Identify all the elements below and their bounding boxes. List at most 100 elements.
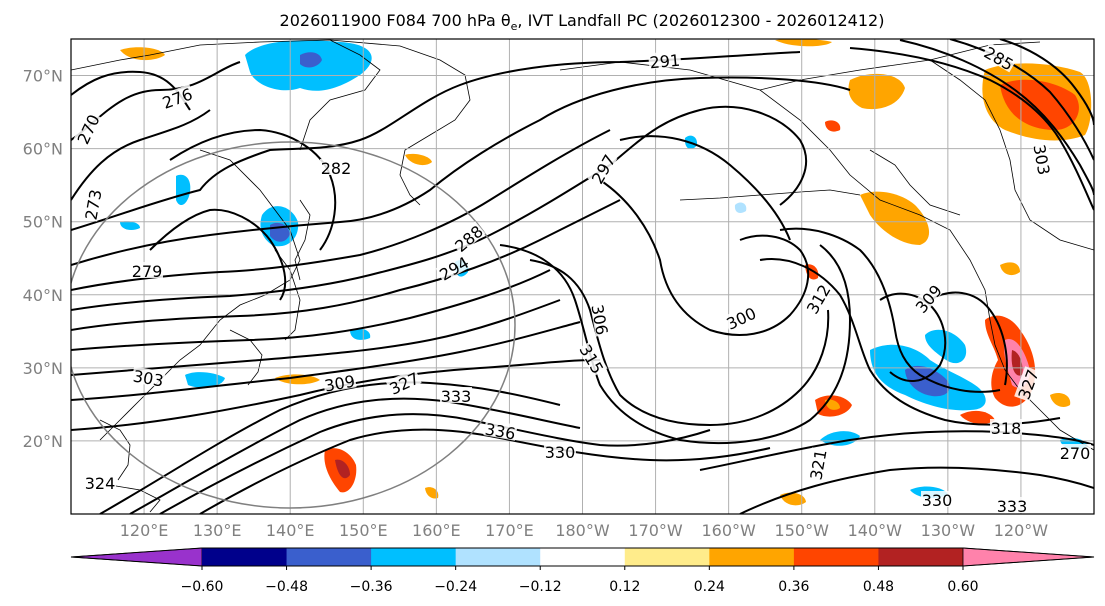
contour-label: 282: [321, 159, 352, 178]
theta-e-contour: [149, 208, 287, 301]
colorbar-tick-label: −0.24: [434, 579, 477, 595]
colorbar-tick-label: −0.48: [265, 579, 308, 595]
lat-tick-label: 50°N: [23, 213, 63, 232]
colorbar-segment: [624, 548, 710, 566]
theta-e-contour: [71, 299, 561, 376]
colorbar-tick-label: 0.36: [778, 579, 809, 595]
colorbar-segment: [286, 548, 372, 566]
anomaly-region: [775, 39, 832, 47]
theta-e-contour: [879, 292, 947, 383]
theta-e-contour: [71, 129, 611, 291]
anomaly-region: [825, 120, 841, 132]
theta-e-contour: [899, 39, 1094, 196]
colorbar-segment: [878, 548, 964, 566]
anomaly-region: [1050, 393, 1071, 407]
theta-e-contour: [99, 381, 561, 514]
theta-e-contour: [71, 76, 851, 266]
colorbar-segment: [709, 548, 795, 566]
lon-tick-label: 140°W: [848, 521, 903, 540]
theta-e-contour: [159, 413, 711, 514]
colorbar-tick-label: −0.60: [181, 579, 224, 595]
colorbar-extend-high: [962, 547, 1095, 567]
theta-e-contour: [71, 199, 621, 331]
colorbar-tick-label: 0.60: [947, 579, 978, 595]
contour-label: 333: [441, 387, 472, 406]
contour-label: 330: [922, 491, 953, 510]
anomaly-region: [405, 153, 432, 166]
lon-tick-label: 140°E: [266, 521, 315, 540]
lon-tick-label: 160°W: [701, 521, 756, 540]
contour-label: 270: [1060, 444, 1091, 463]
anomaly-region: [1011, 350, 1023, 376]
colorbar-tick-label: −0.36: [350, 579, 393, 595]
contour-label: 333: [997, 497, 1028, 516]
lon-tick-label: 120°W: [994, 521, 1049, 540]
anomaly-region: [425, 487, 439, 499]
lat-tick-label: 60°N: [23, 140, 63, 159]
anomaly-region: [848, 73, 905, 110]
theta-e-contour: [169, 128, 337, 251]
contour-label: 279: [132, 262, 163, 281]
contour-label: 291: [649, 51, 681, 73]
map-panel: 2762702732792822852882912942973003033063…: [70, 38, 1095, 516]
anomaly-region: [350, 328, 371, 340]
theta-e-contour: [71, 105, 808, 311]
lon-tick-label: 150°W: [775, 521, 830, 540]
theta-e-contour: [699, 430, 1094, 471]
lon-tick-label: 120°E: [120, 521, 169, 540]
theta-e-contour: [759, 258, 1061, 426]
theta-e-contour: [599, 179, 810, 336]
theta-e-contour: [929, 291, 1008, 386]
lat-tick-label: 30°N: [23, 359, 63, 378]
anomaly-region: [120, 221, 140, 230]
lon-tick-label: 130°W: [921, 521, 976, 540]
anomaly-region: [120, 47, 165, 61]
theta-e-contour: [71, 51, 801, 231]
colorbar-extend-low: [70, 547, 203, 567]
colorbar-tick-label: 0.24: [694, 579, 725, 595]
theta-e-contour: [499, 244, 852, 445]
lon-tick-label: 180°W: [555, 521, 610, 540]
colorbar-segment: [793, 548, 879, 566]
landfall-range-circle: [71, 141, 516, 509]
lon-tick-label: 130°E: [193, 521, 242, 540]
theta-e-contour: [849, 47, 1094, 211]
theta-e-contour: [129, 397, 581, 514]
anomaly-region: [176, 174, 191, 206]
anomaly-region: [275, 374, 320, 385]
lon-tick-label: 160°E: [412, 521, 461, 540]
theta-e-contour: [949, 39, 1094, 161]
latitude-tick-labels: 20°N 30°N 40°N 50°N 60°N 70°N: [23, 67, 63, 451]
theta-e-contour: [71, 109, 211, 201]
lon-tick-label: 170°E: [485, 521, 534, 540]
theta-e-contours: [71, 39, 1094, 514]
map-frame: [70, 38, 1095, 515]
theta-e-contour: [739, 466, 1094, 514]
lat-tick-label: 20°N: [23, 432, 63, 451]
colorbar-segment: [202, 548, 288, 566]
colorbar-tick-label: −0.12: [519, 579, 562, 595]
anomaly-region: [335, 459, 350, 479]
theta-e-contour: [999, 39, 1094, 126]
theta-e-contour: [529, 259, 830, 427]
colorbar-segment: [371, 548, 457, 566]
colorbar-segment: [540, 548, 626, 566]
anomaly-region: [734, 202, 747, 213]
theta-e-contour: [619, 135, 791, 241]
shaded-anomalies: [120, 39, 1092, 506]
theta-e-contour: [71, 269, 551, 351]
anomaly-region: [300, 52, 322, 68]
contour-label: 330: [545, 443, 576, 462]
anomaly-region: [960, 410, 995, 425]
colorbar: −0.60 −0.48 −0.36 −0.24 −0.12 0.12 0.24 0.36 0.4…: [70, 547, 1095, 595]
colorbar-segment: [455, 548, 541, 566]
theta-e-contour: [71, 321, 581, 401]
lat-tick-label: 40°N: [23, 286, 63, 305]
map-title: 2026011900 F084 700 hPa θe, IVT Landfall…: [280, 11, 885, 33]
anomaly-region: [185, 372, 225, 388]
colorbar-tick-label: 0.12: [609, 579, 640, 595]
anomaly-region: [820, 431, 860, 446]
lon-tick-label: 150°E: [339, 521, 388, 540]
lat-tick-label: 70°N: [23, 67, 63, 86]
